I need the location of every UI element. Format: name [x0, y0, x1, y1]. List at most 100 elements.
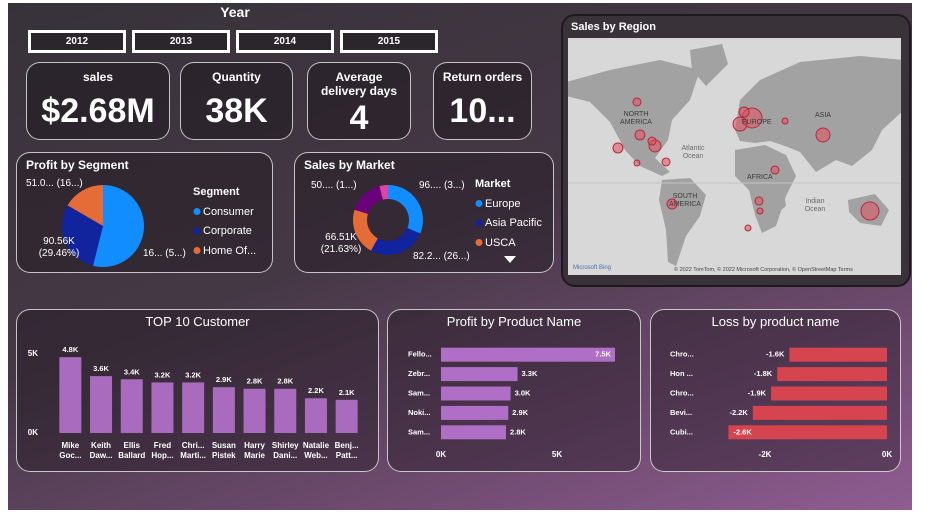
x-tick-label: Harry Marie — [244, 441, 265, 460]
y-tick-label: Sam... — [408, 388, 430, 397]
bubble — [744, 224, 752, 232]
bubble — [738, 106, 750, 118]
bar — [777, 367, 887, 382]
map-attribution: © 2022 TomTom, © 2022 Microsoft Corporat… — [674, 267, 853, 273]
map-provider: Microsoft Bing — [573, 265, 612, 271]
data-label: 96.... (3...) — [419, 180, 465, 191]
card-label: Return orders — [442, 70, 523, 84]
bar — [789, 347, 887, 362]
slicer-title: Year — [220, 4, 250, 20]
slice — [61, 205, 103, 266]
card-label: Quantity — [212, 70, 261, 84]
legend-label: Europe — [485, 197, 521, 210]
slice — [371, 228, 421, 255]
bar — [728, 425, 887, 440]
slicer-button[interactable]: 2014 — [236, 30, 334, 53]
data-label: 2.8K — [247, 377, 263, 386]
bubble — [732, 116, 748, 132]
bubble — [756, 207, 764, 215]
bar — [335, 399, 358, 433]
data-label: 2.2K — [308, 386, 324, 395]
legend-label: Home Of... — [203, 244, 257, 257]
chart-title: TOP 10 Customer — [145, 314, 250, 329]
y-tick-label: Chro... — [670, 350, 694, 359]
data-label: 3.4K — [124, 367, 140, 376]
data-label: 3.3K — [522, 369, 538, 378]
chart-title: Sales by Region — [571, 21, 656, 33]
data-label: 90.56K (29.46%) — [38, 236, 80, 259]
bubble — [632, 97, 642, 107]
data-label: -1.6K — [766, 350, 785, 359]
data-label: 3.2K — [155, 370, 171, 379]
bar — [151, 382, 174, 433]
region-label: EUROPE — [742, 119, 772, 126]
slicer-button[interactable]: 2013 — [132, 30, 230, 53]
x-tick-label: 5K — [552, 450, 562, 459]
y-tick-label: 5K — [28, 349, 38, 358]
card-value: 38K — [205, 92, 268, 130]
data-label: -1.9K — [748, 388, 767, 397]
slicer-button[interactable]: 2012 — [28, 30, 126, 53]
bar — [441, 367, 518, 382]
bubble — [754, 196, 764, 206]
y-tick-label: Hon ... — [670, 369, 693, 378]
bar — [441, 425, 506, 440]
legend-scroll-arrow[interactable] — [504, 256, 516, 263]
x-tick-label: -2K — [759, 450, 772, 459]
bar — [243, 388, 266, 433]
legend-label: Corporate — [203, 225, 252, 237]
bubble — [770, 165, 780, 175]
bubble — [634, 129, 646, 141]
region-label: ASIA — [815, 112, 831, 119]
data-label: 2.9K — [512, 408, 528, 417]
legend-swatch — [475, 219, 483, 227]
region-label: SOUTH AMERICA — [669, 193, 701, 208]
x-tick-label: Shirley Dani... — [271, 441, 299, 460]
slice — [67, 185, 103, 226]
bubble — [612, 142, 624, 154]
bubble — [661, 157, 671, 167]
bubble — [860, 201, 880, 221]
bar — [274, 388, 297, 433]
bar — [212, 387, 235, 433]
region-label: Atlantic Ocean — [681, 145, 705, 160]
bubble — [815, 127, 831, 143]
legend-label: Asia Pacific — [485, 217, 542, 229]
data-label: 3.0K — [515, 388, 531, 397]
legend-title: Market — [475, 178, 511, 190]
legend-label: Consumer — [203, 205, 254, 218]
slicer-button[interactable]: 2015 — [340, 30, 438, 53]
slice — [92, 185, 145, 267]
y-tick-label: Chro... — [670, 388, 694, 397]
y-tick-label: Cubi... — [670, 427, 693, 436]
map-base — [568, 38, 901, 275]
x-tick-label: Fred Hop... — [151, 441, 174, 460]
bar — [59, 357, 82, 433]
x-tick-label: 0K — [436, 450, 446, 459]
data-label: 66.51K (21.63%) — [320, 232, 362, 255]
bar — [441, 405, 509, 420]
card-label: Average delivery days — [320, 70, 398, 98]
bar — [182, 382, 205, 433]
legend-title: Segment — [193, 186, 240, 198]
kpi-card: Quantity 38K — [180, 62, 293, 140]
data-label: -1.8K — [754, 369, 773, 378]
slice — [379, 185, 388, 200]
data-label: 7.5K — [595, 350, 611, 359]
data-label: 50.... (1...) — [311, 180, 357, 191]
data-label: 3.6K — [93, 364, 109, 373]
bar — [441, 386, 511, 401]
continent — [568, 60, 700, 176]
legend-label: USCA — [485, 236, 516, 249]
region-label: Indian Ocean — [804, 198, 826, 213]
bar — [752, 405, 887, 420]
slice — [388, 185, 424, 234]
bubble — [633, 159, 641, 167]
continent — [778, 194, 786, 212]
bar — [90, 376, 113, 433]
x-tick-label: Keith Daw... — [89, 441, 113, 460]
x-tick-label: Benj... Patt... — [334, 441, 359, 460]
data-label: 4.8K — [62, 345, 78, 354]
